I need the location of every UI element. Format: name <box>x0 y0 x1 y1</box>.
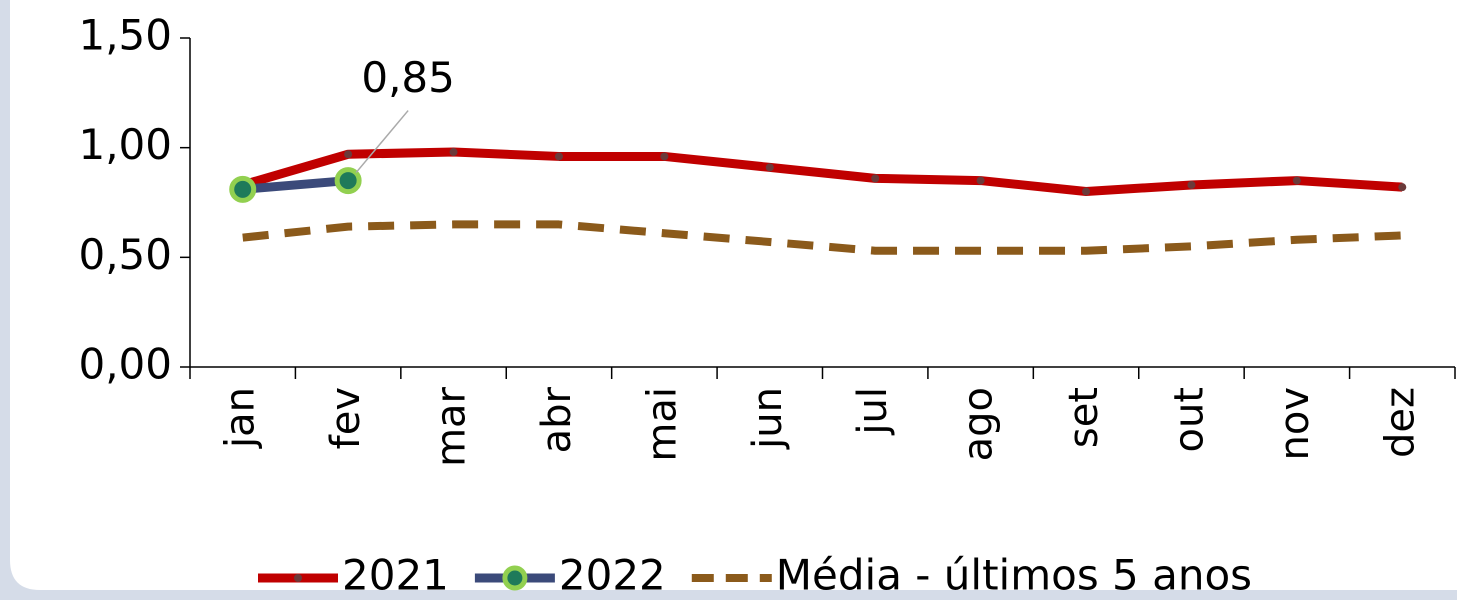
point-marker <box>871 174 880 183</box>
series-line <box>242 220 1403 255</box>
series-line <box>241 147 1403 197</box>
y-tick-label: 1,50 <box>78 11 172 60</box>
legend-marker <box>502 565 528 591</box>
legend-label: Média - últimos 5 anos <box>776 551 1252 600</box>
x-tick-label: mar <box>429 386 475 466</box>
y-tick-label: 0,00 <box>78 340 172 389</box>
y-tick-label: 0,50 <box>78 230 172 279</box>
data-label: 0,85 <box>361 53 455 102</box>
x-tick-label: jun <box>745 387 791 450</box>
point-marker <box>1398 183 1407 192</box>
x-tick-label: nov <box>1272 387 1318 461</box>
legend-label: 2022 <box>559 551 666 600</box>
x-tick-label: mai <box>639 387 685 462</box>
point-marker <box>554 152 563 161</box>
point-marker <box>334 167 362 195</box>
point-marker <box>1082 187 1091 196</box>
series-line <box>242 176 349 194</box>
x-tick-label: jan <box>218 387 264 449</box>
point-marker <box>344 150 353 159</box>
point-marker <box>449 148 458 157</box>
point-marker <box>1187 180 1196 189</box>
x-tick-label: fev <box>323 387 369 449</box>
legend-label: 2021 <box>342 551 449 600</box>
y-tick-label: 1,00 <box>78 120 172 169</box>
x-tick-label: out <box>1166 387 1212 453</box>
x-tick-label: ago <box>956 387 1002 461</box>
point-marker <box>765 163 774 172</box>
point-marker <box>229 175 257 203</box>
x-tick-label: abr <box>534 386 580 453</box>
point-marker <box>1292 176 1301 185</box>
point-marker <box>660 152 669 161</box>
x-tick-label: dez <box>1377 387 1423 458</box>
legend-marker <box>294 574 302 582</box>
x-tick-label: jul <box>850 387 896 436</box>
point-marker <box>976 176 985 185</box>
x-tick-label: set <box>1061 387 1107 448</box>
label-leader <box>355 110 409 174</box>
